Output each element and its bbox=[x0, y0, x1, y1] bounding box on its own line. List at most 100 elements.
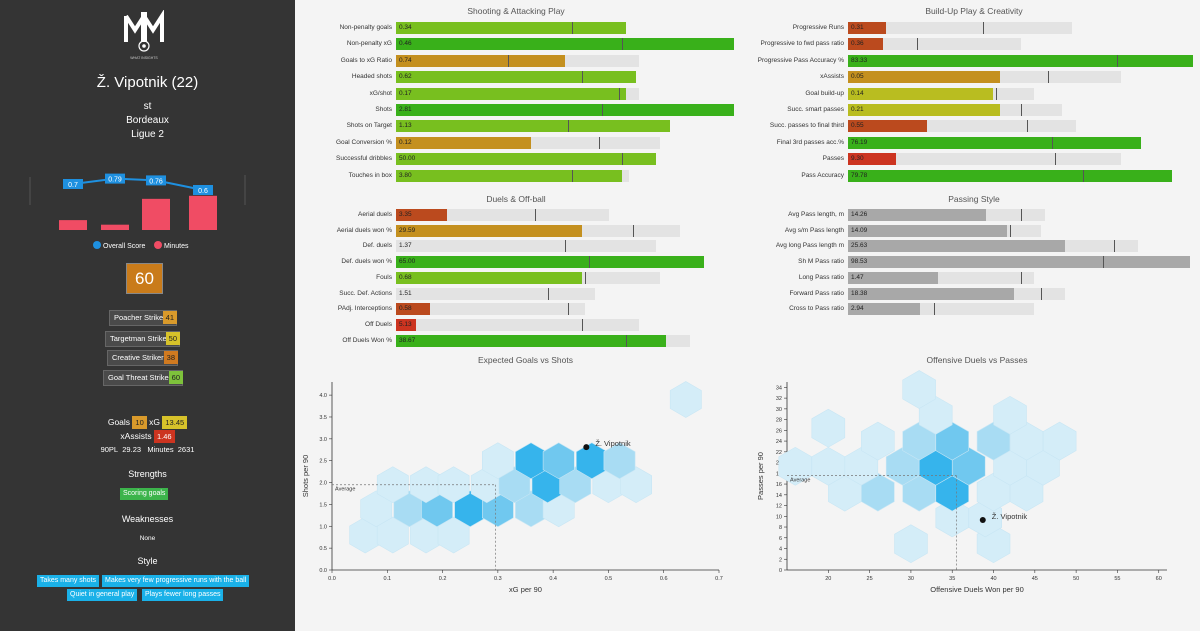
y-tick-label: 2.5 bbox=[319, 459, 327, 465]
xg-label: xG bbox=[149, 417, 161, 427]
metric-value: 0.31 bbox=[851, 24, 864, 31]
legend-minutes-label: Minutes bbox=[164, 243, 189, 250]
metric-label: Goal Conversion % bbox=[336, 138, 392, 146]
y-tick-label: 24 bbox=[776, 439, 782, 445]
player-sidebar: WHAT INSIGHTS Ž. Vipotnik (22) st Bordea… bbox=[0, 0, 295, 631]
overall-score-box: 60 bbox=[126, 263, 163, 294]
metric-value-bar bbox=[396, 271, 582, 284]
metric-label: Non-penalty goals bbox=[339, 24, 392, 31]
x-tick-label: 20 bbox=[825, 576, 831, 582]
y-tick-label: 4 bbox=[779, 547, 782, 553]
player-league: Ligue 2 bbox=[131, 129, 164, 140]
y-tick-label: 22 bbox=[776, 450, 782, 456]
metric-value-bar bbox=[848, 224, 1007, 237]
legend-score-swatch bbox=[93, 241, 101, 249]
density-hex bbox=[1042, 421, 1077, 461]
xg-vs-shots-chart: Expected Goals vs Shots 0.0 0.1 0.2 0.3 0.4 0.… bbox=[301, 355, 723, 594]
density-hex bbox=[669, 381, 702, 418]
metric-average-marker bbox=[568, 303, 569, 316]
x-axis-label: xG per 90 bbox=[509, 585, 542, 594]
density-hex bbox=[861, 421, 895, 461]
density-hex bbox=[993, 395, 1027, 435]
playing-time-line: 90PL 29.23 Minutes 2631 bbox=[0, 445, 295, 454]
metric-label: Long Pass ratio bbox=[798, 273, 844, 281]
metric-label: Progressive Pass Accuracy % bbox=[757, 56, 844, 64]
x-tick-label: 35 bbox=[949, 576, 955, 582]
goals-label: Goals bbox=[107, 417, 131, 427]
metric-average-marker bbox=[1021, 271, 1022, 284]
metric-average-marker bbox=[622, 153, 623, 166]
pl90-label: 90PL bbox=[100, 445, 119, 454]
metric-label: Fouls bbox=[376, 273, 392, 281]
minutes-bar bbox=[142, 198, 170, 230]
x-tick-label: 30 bbox=[908, 576, 914, 582]
metric-value: 1.51 bbox=[399, 289, 412, 297]
metric-average-marker bbox=[1041, 287, 1042, 300]
archetype-score: 60 bbox=[168, 371, 183, 384]
y-tick-label: 10 bbox=[776, 514, 782, 520]
score-history-chart: 0.7 0.79 0.76 0.6 Overall Score Minutes bbox=[29, 173, 246, 250]
density-hex bbox=[542, 442, 575, 480]
y-tick-label: 30 bbox=[776, 407, 782, 413]
metric-value-bar bbox=[848, 153, 896, 166]
metric-average-marker bbox=[1114, 240, 1115, 253]
brand-logo: WHAT INSIGHTS bbox=[124, 10, 164, 60]
x-tick-label: 60 bbox=[1156, 576, 1162, 582]
archetype-item: Poacher Striker 41 bbox=[109, 310, 177, 326]
y-tick-label: 12 bbox=[776, 504, 782, 510]
x-tick-label: 45 bbox=[1032, 576, 1038, 582]
metric-value-bar bbox=[396, 104, 734, 116]
y-axis-label: Passes per 90 bbox=[756, 452, 765, 500]
density-hex bbox=[482, 442, 514, 480]
metric-label: Pass Accuracy bbox=[801, 171, 844, 179]
y-tick-label: 0.5 bbox=[319, 546, 327, 552]
metric-value: 0.17 bbox=[399, 89, 412, 97]
y-tick-label: 8 bbox=[779, 525, 782, 531]
metric-average-marker bbox=[568, 120, 569, 133]
pl90-value: 29.23 bbox=[122, 445, 142, 454]
metric-label: Off Duels Won % bbox=[342, 336, 392, 344]
metric-label: Shots on Target bbox=[346, 122, 392, 130]
y-tick-label: 32 bbox=[776, 396, 782, 402]
density-hex bbox=[559, 466, 592, 504]
metric-range-bar bbox=[396, 209, 609, 221]
minutes-bar bbox=[189, 195, 217, 230]
metric-average-marker bbox=[602, 104, 603, 116]
metric-average-marker bbox=[633, 224, 634, 237]
metric-value-bar bbox=[396, 22, 626, 34]
metric-range-bar bbox=[396, 318, 639, 331]
score-point bbox=[105, 173, 125, 184]
metric-value-bar bbox=[848, 71, 1000, 84]
density-hex bbox=[437, 516, 470, 554]
metric-label: Def. duels won % bbox=[341, 258, 392, 266]
style-tag-shots: Takes many shots bbox=[37, 575, 100, 587]
metric-value: 2.81 bbox=[399, 106, 412, 113]
archetype-label: Poacher Striker bbox=[114, 313, 166, 322]
metric-average-marker bbox=[1048, 71, 1049, 84]
score-line bbox=[72, 177, 204, 191]
metric-label: Off Duels bbox=[365, 320, 392, 328]
strength-tag: Scoring goals bbox=[120, 488, 169, 500]
metric-average-marker bbox=[582, 318, 583, 331]
metric-value: 5.13 bbox=[399, 320, 412, 328]
metric-value: 25.63 bbox=[851, 242, 868, 250]
metric-value: 38.67 bbox=[399, 336, 416, 344]
metric-label: Forward Pass ratio bbox=[789, 289, 844, 297]
x-tick-label: 50 bbox=[1073, 576, 1079, 582]
density-hex bbox=[603, 442, 636, 480]
metric-label: Avg Pass length, m bbox=[788, 211, 844, 218]
minutes-bar bbox=[101, 224, 129, 230]
logo-text: WHAT INSIGHTS bbox=[130, 56, 158, 60]
metric-average-marker bbox=[1010, 224, 1011, 237]
metric-value-bar bbox=[396, 256, 704, 269]
x-tick-label: 0.6 bbox=[660, 576, 668, 582]
y-tick-label: 26 bbox=[776, 428, 782, 434]
metric-value: 0.68 bbox=[399, 273, 412, 281]
average-label: Average bbox=[335, 487, 355, 493]
y-tick-label: 6 bbox=[779, 536, 782, 542]
density-hex bbox=[376, 516, 409, 554]
xassists-label: xAssists bbox=[120, 431, 152, 441]
metric-average-marker bbox=[508, 54, 509, 67]
metric-value-bar bbox=[396, 334, 666, 347]
